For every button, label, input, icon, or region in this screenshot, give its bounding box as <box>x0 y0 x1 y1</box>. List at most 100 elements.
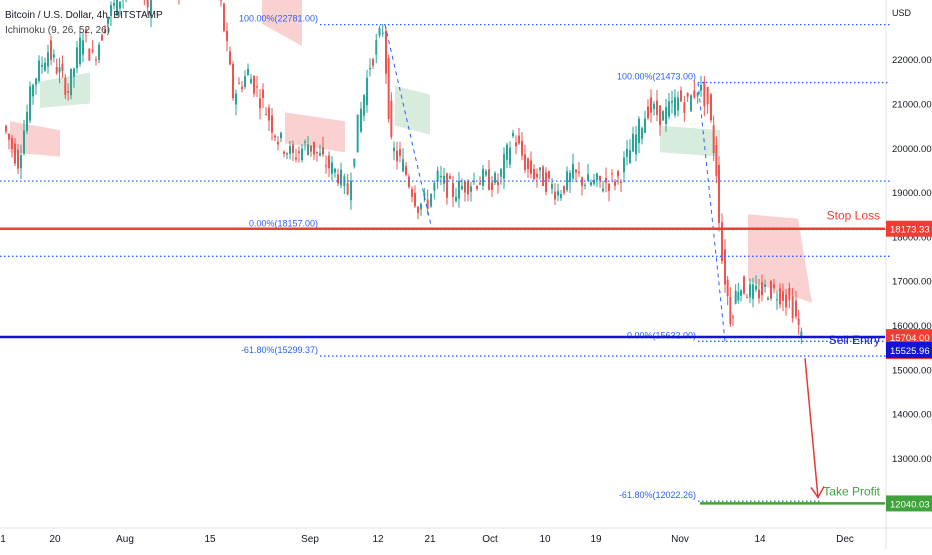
candle-body <box>690 95 692 112</box>
y-tick-label: 20000.00 <box>892 144 932 155</box>
candle-body <box>17 150 19 169</box>
candle-body <box>423 192 426 197</box>
fib-level-label: 100.00%(22781.00) <box>239 14 318 24</box>
candle-body <box>47 52 49 67</box>
y-tick-label: 16000.00 <box>892 321 932 332</box>
candle-body <box>677 97 679 111</box>
candle-body <box>693 90 696 98</box>
candle-body <box>602 188 604 192</box>
fib-level-label: -61.80%(15299.37) <box>241 345 318 355</box>
candle-body <box>572 163 574 179</box>
candle-body <box>274 135 276 138</box>
candle-body <box>256 86 258 88</box>
fib-level-label: 0.00%(15632.00) <box>627 330 696 340</box>
y-tick-label: 14000.00 <box>892 410 932 421</box>
candle-body <box>515 142 517 147</box>
indicator-label: Ichimoku (9, 26, 52, 26) <box>5 25 111 36</box>
candle-body <box>614 181 616 186</box>
candle-body <box>632 133 634 152</box>
candle-body <box>743 276 745 294</box>
candle-body <box>150 0 152 16</box>
candle-body <box>671 100 673 103</box>
candle-body <box>696 92 699 97</box>
candle-body <box>491 182 493 190</box>
candle-body <box>98 44 100 60</box>
candle-body <box>724 249 726 285</box>
candle-body <box>620 182 622 184</box>
candle-body <box>482 168 484 186</box>
candle-body <box>307 144 309 155</box>
candle-body <box>253 76 255 94</box>
candle-body <box>764 284 766 287</box>
candle-body <box>316 151 318 153</box>
stop-loss-price-tag-bg <box>886 220 932 237</box>
candle-body <box>452 183 454 197</box>
candle-body <box>578 172 580 174</box>
candle-body <box>283 151 285 154</box>
candle-body <box>497 182 499 186</box>
candle-body <box>298 151 300 153</box>
take-profit-label: Take Profit <box>823 484 880 498</box>
fib-level-label: -61.80%(12022.26) <box>619 490 696 500</box>
x-tick-label: 20 <box>49 534 61 545</box>
candle-body <box>500 169 502 177</box>
candle-body <box>476 186 478 189</box>
candle-body <box>399 149 401 156</box>
candle-body <box>755 285 757 290</box>
candle-body <box>575 169 577 173</box>
candle-body <box>385 30 387 74</box>
candle-body <box>353 158 356 167</box>
x-tick-label: 14 <box>754 534 766 545</box>
sell-entry-label: Sell Entry <box>829 333 880 347</box>
candle-body <box>146 0 149 8</box>
candle-body <box>729 296 732 325</box>
candle-body <box>644 118 646 133</box>
candle-body <box>752 284 754 299</box>
candle-body <box>310 145 312 152</box>
candle-body <box>277 141 279 145</box>
candle-body <box>721 222 723 262</box>
candle-body <box>593 179 595 184</box>
x-tick-label: 1 <box>0 534 6 545</box>
candle-body <box>668 101 670 117</box>
x-tick-label: Aug <box>116 534 134 545</box>
candle-body <box>79 37 81 64</box>
candle-body <box>566 171 568 191</box>
candle-body <box>638 118 640 144</box>
candle-body <box>539 167 541 171</box>
candle-body <box>712 125 715 154</box>
candle-body <box>785 294 787 308</box>
candle-body <box>617 171 619 177</box>
y-tick-label: 22000.00 <box>892 55 932 66</box>
y-tick-label: 17000.00 <box>892 277 932 288</box>
candle-body <box>55 66 58 74</box>
candle-body <box>443 175 445 184</box>
candle-body <box>88 48 91 61</box>
candle-body <box>647 106 649 118</box>
candle-body <box>356 114 359 153</box>
candle-body <box>247 68 249 76</box>
x-tick-label: 19 <box>590 534 602 545</box>
candle-body <box>503 154 505 179</box>
candle-body <box>557 191 559 196</box>
current-price-tag-bg <box>886 329 932 346</box>
candle-body <box>116 0 118 16</box>
candle-body <box>467 181 469 195</box>
candle-body <box>58 67 61 73</box>
candle-body <box>387 58 390 119</box>
candle-body <box>369 67 371 70</box>
candle-body <box>70 68 72 96</box>
candle-body <box>95 59 97 61</box>
candle-body <box>61 63 64 71</box>
ichimoku-cloud-bear <box>262 0 302 46</box>
candle-body <box>107 16 109 25</box>
candle-body <box>262 89 264 98</box>
candle-body <box>749 284 751 298</box>
candle-body <box>402 159 404 172</box>
candle-body <box>485 171 487 176</box>
candle-body <box>536 173 538 178</box>
candle-body <box>461 185 463 190</box>
ichimoku-cloud-bear <box>10 121 60 157</box>
